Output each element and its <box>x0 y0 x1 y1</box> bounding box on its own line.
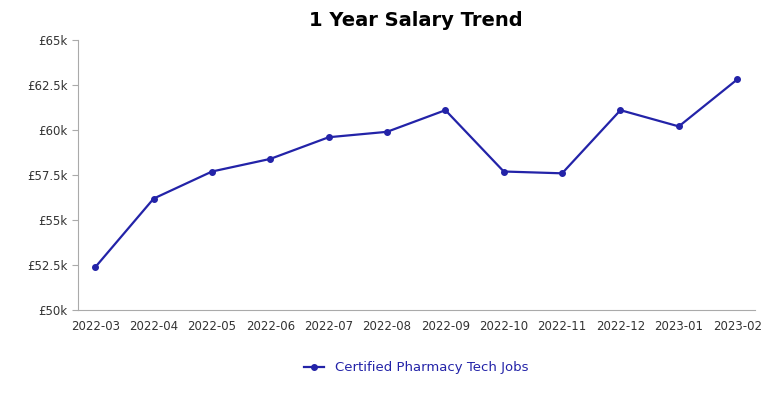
Title: 1 Year Salary Trend: 1 Year Salary Trend <box>310 11 523 30</box>
Certified Pharmacy Tech Jobs <box>90 265 100 269</box>
Certified Pharmacy Tech Jobs <box>382 129 391 134</box>
Certified Pharmacy Tech Jobs <box>557 171 566 176</box>
Legend: Certified Pharmacy Tech Jobs: Certified Pharmacy Tech Jobs <box>299 356 534 380</box>
Certified Pharmacy Tech Jobs <box>207 169 216 174</box>
Certified Pharmacy Tech Jobs <box>149 196 159 201</box>
Certified Pharmacy Tech Jobs <box>324 135 333 140</box>
Certified Pharmacy Tech Jobs <box>732 77 741 82</box>
Certified Pharmacy Tech Jobs <box>499 169 508 174</box>
Certified Pharmacy Tech Jobs <box>440 108 450 113</box>
Certified Pharmacy Tech Jobs <box>615 108 625 113</box>
Certified Pharmacy Tech Jobs <box>265 156 275 161</box>
Line: Certified Pharmacy Tech Jobs: Certified Pharmacy Tech Jobs <box>93 77 740 270</box>
Certified Pharmacy Tech Jobs <box>674 124 683 129</box>
